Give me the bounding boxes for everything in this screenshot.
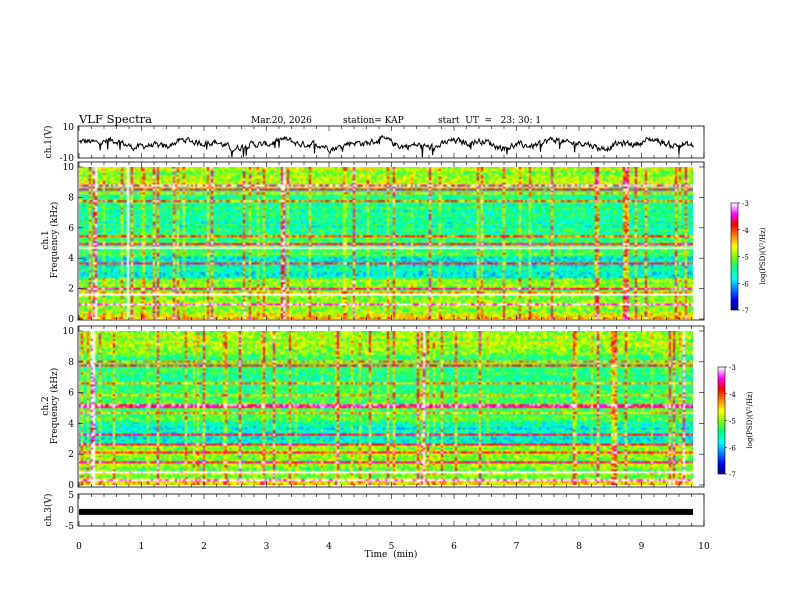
ch2-freq-axis-label: Frequency (kHz): [49, 368, 60, 445]
ch1-waveform-line: [78, 134, 694, 158]
colorbar-tick-label: -7: [729, 471, 736, 479]
ch1-waveform-panel: 10 -10 ch.1(V): [43, 123, 705, 164]
ch1-colorbar-label: log(PSD)(V²/Hz): [759, 227, 767, 284]
date-label: Mar.20, 2026: [251, 116, 312, 126]
colorbar-tick-label: -3: [729, 364, 736, 372]
ch2-colorbar-ticks: -3 -4 -5 -6 -7: [725, 364, 736, 479]
ch2-spectrogram-frame: [77, 325, 705, 488]
freq-tick-label: 10: [63, 327, 75, 337]
colorbar-tick-label: -3: [742, 200, 749, 208]
ch3-waveform-line: [79, 508, 693, 515]
ch1-spec-channel-label: ch.1: [41, 230, 51, 249]
time-tick-label: 4: [326, 542, 332, 552]
figure-title: VLF Spectra: [78, 112, 152, 126]
ch2-spec-channel-label: ch.2: [41, 396, 51, 415]
ch1-spectrogram-frame: [77, 161, 705, 321]
time-axis-label: Time (min): [365, 549, 418, 560]
time-axis-ticks: [78, 126, 705, 526]
ch2-colorbar: [718, 367, 725, 474]
ch1-ylabel: ch.1(V): [43, 126, 54, 159]
time-tick-label: 10: [698, 542, 710, 552]
time-tick-label: 9: [639, 542, 645, 552]
ch3-ytick-mid: 0: [68, 506, 74, 516]
freq-tick-label: 0: [68, 481, 74, 491]
time-axis-labels: 0 1 2 3 4 5 6 7 8 9 10: [76, 542, 710, 552]
start-time-label: start UT = 23: 30: 1: [438, 116, 541, 126]
ch3-ytick-top: 5: [68, 491, 74, 501]
colorbar-tick-label: -4: [742, 227, 749, 235]
colorbar-tick-label: -4: [729, 391, 736, 399]
colorbar-tick-label: -6: [742, 280, 749, 288]
ch2-colorbar-label: log(PSD)(V²/Hz): [746, 391, 754, 448]
freq-tick-label: 4: [68, 254, 74, 264]
ch3-ylabel: ch.3(V): [43, 494, 54, 527]
ch1-waveform-frame: [77, 125, 705, 159]
time-tick-label: 8: [576, 542, 582, 552]
ch2-spectrogram-image: [79, 331, 693, 485]
freq-tick-label: 2: [68, 285, 74, 295]
ch1-spectrogram-image: [79, 167, 693, 319]
station-label: station= KAP: [343, 116, 404, 126]
freq-tick-label: 10: [63, 163, 75, 173]
time-tick-label: 5: [389, 542, 395, 552]
ch3-waveform-panel: 5 0 -5 ch.3(V): [43, 491, 705, 532]
ch2-freq-ticks: 0 2 4 6 8 10: [63, 327, 704, 491]
colorbar-tick-label: -6: [729, 444, 736, 452]
colorbar-tick-label: -7: [742, 307, 749, 315]
ch1-colorbar-ticks: -3 -4 -5 -6 -7: [738, 200, 749, 315]
ch3-waveform-frame: [77, 493, 705, 527]
time-tick-label: 1: [139, 542, 145, 552]
freq-tick-label: 6: [68, 224, 74, 234]
ch1-freq-axis-label: Frequency (kHz): [49, 202, 60, 279]
time-tick-label: 3: [264, 542, 270, 552]
freq-tick-label: 2: [68, 450, 74, 460]
colorbar-tick-label: -5: [742, 254, 749, 262]
freq-tick-label: 6: [68, 389, 74, 399]
time-tick-label: 7: [514, 542, 520, 552]
freq-tick-label: 0: [68, 315, 74, 325]
time-tick-label: 0: [76, 542, 82, 552]
freq-tick-label: 8: [68, 193, 74, 203]
freq-tick-label: 4: [68, 419, 74, 429]
ch1-colorbar: [731, 203, 738, 310]
ch1-ytick-bottom: -10: [60, 154, 75, 164]
colorbar-tick-label: -5: [729, 418, 736, 426]
time-tick-label: 2: [201, 542, 207, 552]
ch1-ytick-top: 10: [63, 123, 75, 133]
ch3-ytick-bottom: -5: [65, 522, 74, 532]
time-tick-label: 6: [451, 542, 457, 552]
freq-tick-label: 8: [68, 358, 74, 368]
